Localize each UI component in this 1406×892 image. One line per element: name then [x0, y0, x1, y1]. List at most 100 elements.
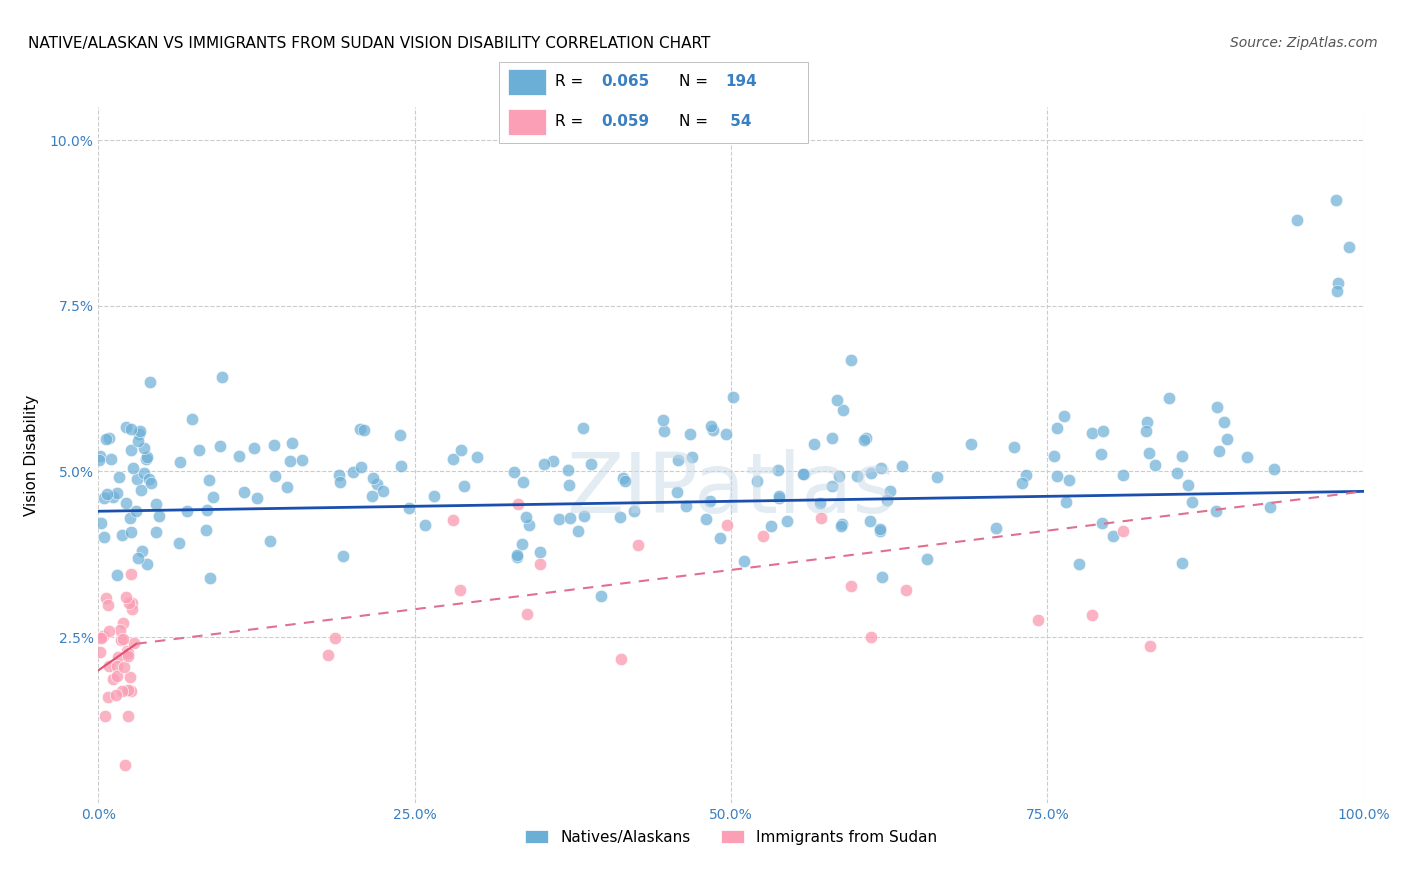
Point [869, 524, 891, 539]
Legend: Natives/Alaskans, Immigrants from Sudan: Natives/Alaskans, Immigrants from Sudan [519, 823, 943, 851]
Point [132, 442, 155, 456]
Point [529, 558, 551, 572]
Point [128, 424, 150, 438]
Point [1260, 500, 1282, 514]
Point [97, 690, 120, 704]
Point [557, 463, 579, 477]
Point [1026, 613, 1049, 627]
Point [612, 471, 634, 485]
Point [1090, 447, 1112, 461]
Point [890, 459, 912, 474]
Point [96, 487, 118, 501]
Point [388, 427, 411, 442]
Point [516, 607, 538, 622]
Point [1143, 458, 1166, 472]
Point [574, 508, 596, 523]
Point [1112, 468, 1135, 483]
Point [291, 453, 314, 467]
Point [506, 548, 529, 562]
Point [114, 591, 136, 605]
Point [107, 567, 129, 582]
Point [389, 459, 412, 474]
Point [91, 629, 114, 643]
Point [1337, 240, 1360, 254]
Point [1054, 494, 1077, 508]
Point [675, 499, 697, 513]
Point [89, 631, 111, 645]
Point [139, 476, 162, 491]
Point [666, 452, 689, 467]
Point [117, 709, 139, 723]
Point [733, 553, 755, 567]
Text: NATIVE/ALASKAN VS IMMIGRANTS FROM SUDAN VISION DISABILITY CORRELATION CHART: NATIVE/ALASKAN VS IMMIGRANTS FROM SUDAN … [28, 36, 710, 51]
Point [363, 471, 385, 485]
Point [107, 470, 129, 484]
Point [832, 403, 855, 417]
Point [1057, 473, 1080, 487]
Point [120, 670, 142, 684]
Point [135, 450, 157, 464]
Point [821, 479, 844, 493]
Point [623, 504, 645, 518]
Point [515, 509, 537, 524]
Point [870, 461, 893, 475]
Point [328, 468, 350, 483]
Point [110, 632, 132, 647]
Point [1137, 446, 1160, 460]
Point [145, 525, 167, 540]
Point [121, 596, 143, 610]
Point [181, 412, 204, 426]
Point [825, 393, 848, 408]
Point [541, 454, 564, 468]
Point [1236, 450, 1258, 465]
Point [768, 489, 790, 503]
Point [665, 485, 688, 500]
Point [195, 523, 218, 537]
Text: R =: R = [555, 74, 588, 89]
Point [548, 512, 571, 526]
Point [695, 511, 717, 525]
Point [112, 659, 135, 673]
Point [859, 630, 882, 644]
Point [1263, 461, 1285, 475]
Point [1069, 557, 1091, 571]
Point [1002, 440, 1025, 454]
Point [855, 431, 877, 445]
Point [529, 544, 551, 558]
Point [1139, 640, 1161, 654]
Point [169, 455, 191, 469]
Point [745, 474, 768, 488]
Point [349, 422, 371, 436]
Point [211, 370, 233, 384]
Point [332, 549, 354, 563]
Point [1091, 424, 1114, 438]
Point [120, 566, 142, 581]
Point [148, 509, 170, 524]
Point [845, 468, 868, 483]
Point [1159, 392, 1181, 406]
Point [579, 457, 602, 471]
Point [1215, 432, 1237, 446]
Point [1081, 607, 1104, 622]
Point [1081, 426, 1104, 441]
Point [118, 510, 141, 524]
Point [96, 599, 118, 613]
Point [699, 418, 721, 433]
Point [129, 483, 152, 498]
Point [752, 529, 775, 543]
Point [803, 437, 825, 451]
Point [1213, 415, 1236, 429]
Point [1102, 529, 1125, 543]
Point [1135, 424, 1157, 438]
Point [228, 449, 250, 463]
Point [121, 602, 143, 616]
Text: N =: N = [679, 74, 713, 89]
Point [198, 473, 221, 487]
Point [259, 533, 281, 548]
Point [94, 432, 117, 446]
Point [128, 426, 150, 441]
Point [104, 688, 127, 702]
Point [131, 543, 153, 558]
Point [839, 353, 862, 368]
Point [1053, 409, 1076, 423]
